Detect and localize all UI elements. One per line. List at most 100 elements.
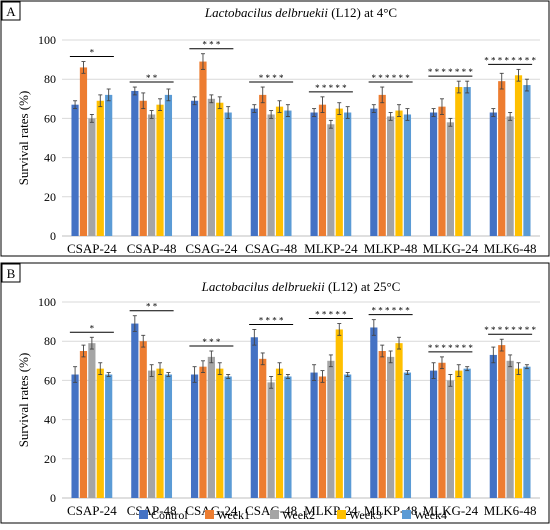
significance-marker: * * * * [259,73,284,83]
x-category-label: CSAG-24 [185,241,238,256]
significance-marker: * * * * [259,315,284,325]
chart-title: Lactobacilus delbruekii (L12) at 4°C [204,5,397,20]
bar-control [131,90,139,237]
x-category-label: MLKP-48 [364,241,417,256]
chart-panel-B: B Lactobacilus delbruekii (L12) at 25°C 0 2… [0,262,550,524]
bar-week1 [259,94,267,236]
bar-control [71,104,79,237]
chart-panel-A: A Lactobacilus delbruekii (L12) at 4°C 0 20… [0,0,550,257]
significance-marker: * * * [202,40,221,50]
bar-week4 [523,366,531,498]
significance-marker: * [90,48,95,58]
y-tick-label: 0 [50,491,56,505]
significance-marker: * * * * * * [372,306,411,316]
bar-week3 [514,368,523,498]
bar-week2 [207,356,215,498]
bar-week1 [438,362,446,498]
bar-week4 [224,376,232,498]
bar-week2 [506,116,514,236]
y-tick-label: 20 [44,190,56,204]
bar-week4 [105,94,113,236]
significance-marker: * * * * * [315,83,347,93]
bar-week3 [275,106,284,236]
bar-week1 [498,345,506,498]
significance-marker: * * * * * * * [428,67,474,77]
bar-week2 [267,382,275,498]
bar-week1 [378,94,386,236]
x-category-label: MLKP-24 [304,241,358,256]
panel-label: A [6,4,16,19]
significance-marker: * * [146,302,158,312]
bar-week1 [498,81,506,236]
bar-week3 [395,110,403,236]
bar-week1 [199,61,207,237]
bar-week3 [335,329,343,498]
bar-control [250,108,258,236]
bar-week3 [96,368,104,498]
bar-week2 [148,370,156,498]
bar-week4 [164,94,173,236]
bar-week2 [446,122,454,236]
legend-swatch-week3 [337,510,346,519]
bar-week4 [105,374,113,498]
bar-week1 [139,100,147,236]
y-tick-label: 100 [38,295,56,309]
bar-week4 [463,368,471,498]
bar-week2 [327,360,335,498]
x-category-label: CSAP-24 [67,503,117,518]
legend-swatch-control [139,510,148,519]
bar-week2 [88,343,96,498]
bar-week4 [403,372,412,498]
bar-control [429,112,438,236]
legend-label-week4: Week4 [414,508,447,522]
bar-week4 [284,110,292,236]
chart-title: Lactobacilus delbruekii (L12) at 25°C [201,279,401,294]
bar-control [310,112,318,236]
bar-week1 [318,104,327,237]
bar-week4 [284,376,292,498]
x-category-label: MLK6-48 [484,241,537,256]
x-category-label: MLKG-24 [423,503,479,518]
x-category-label: CSAG-48 [245,241,297,256]
bar-week3 [395,343,403,498]
legend: Control Week1 Week2 Week3 Week4 [139,508,447,522]
chart-title-condition: (L12) at 4°C [328,5,397,20]
x-category-label: MLK6-48 [484,503,537,518]
bar-control [190,374,199,498]
significance-marker: * * * [202,337,221,347]
bar-control [71,374,79,498]
bar-control [310,372,318,498]
significance-marker: * [90,323,95,333]
y-tick-label: 40 [44,413,56,427]
legend-label-week2: Week2 [282,508,315,522]
bar-week3 [275,368,284,498]
legend-swatch-week2 [270,510,279,519]
legend-label-control: Control [151,508,188,522]
bar-week2 [327,124,335,236]
bar-week2 [506,360,514,498]
bar-week1 [79,351,88,498]
x-category-label: CSAP-24 [67,241,117,256]
bar-week1 [259,358,267,498]
chart-title-species: Lactobacilus delbruekii [204,5,329,20]
bar-week3 [514,75,523,236]
bar-week3 [156,368,164,498]
y-tick-label: 80 [44,72,56,86]
bar-control [429,370,438,498]
bar-week4 [463,87,471,236]
significance-marker: * * * * * * [372,73,411,83]
bar-control [489,112,497,236]
bar-week4 [344,374,352,498]
significance-marker: * * [146,73,158,83]
bar-week2 [267,114,275,236]
y-tick-label: 80 [44,334,56,348]
bar-control [370,108,378,236]
bar-week1 [438,106,446,236]
significance-marker: * * * * * [315,310,347,320]
y-axis-label: Survival rates (%) [16,91,31,186]
bar-week3 [335,108,343,236]
legend-swatch-week4 [402,510,411,519]
bar-control [370,327,378,498]
bar-week3 [455,370,463,498]
